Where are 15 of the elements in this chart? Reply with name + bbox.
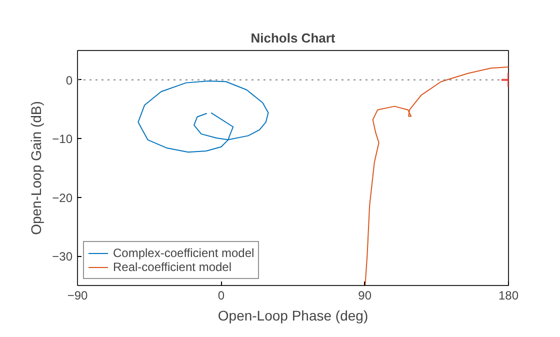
x-tick-label: 0 [218,288,225,302]
x-tick-label: 90 [358,288,372,302]
y-tick-label: 0 [66,73,73,88]
legend-label: Complex-coefficient model [113,246,254,260]
y-tick-label: −20 [52,190,73,205]
line-series [138,80,269,153]
x-axis-title: Open-Loop Phase (deg) [218,308,368,324]
chart-title: Nichols Chart [250,30,336,46]
y-axis-title: Open-Loop Gain (dB) [28,101,44,235]
line-series [364,66,508,286]
legend-label: Real-coefficient model [113,260,232,274]
y-tick-label: −10 [52,132,73,146]
x-tick-label: 180 [498,288,519,302]
x-tick-label: −90 [67,288,88,302]
y-tick-label: −30 [52,250,73,264]
